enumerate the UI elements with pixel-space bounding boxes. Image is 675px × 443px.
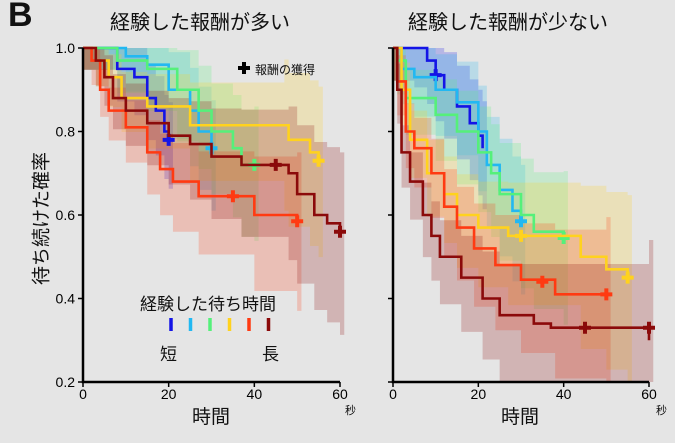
y-tick-label: 0.6: [56, 207, 76, 223]
survival-line-5: [393, 46, 651, 341]
ci-band-0: [393, 48, 487, 210]
left-x-axis-label: 時間: [192, 406, 231, 428]
reward-marker: [226, 190, 239, 203]
reward-marker: [621, 271, 634, 284]
survival-line-1: [393, 46, 523, 222]
reward-marker: [429, 69, 442, 82]
survival-line-2: [393, 46, 565, 238]
y-tick-label: 1.0: [56, 40, 76, 56]
ci-band-2: [393, 48, 568, 325]
x-tick-label: 40: [556, 386, 572, 402]
x-tick-label: 0: [79, 386, 87, 402]
reward-marker: [579, 321, 591, 334]
reward-marker: [557, 231, 570, 244]
legend-long-label: 長: [262, 345, 279, 365]
reward-marker: [162, 133, 175, 146]
reward-marker: [269, 158, 282, 171]
reward-marker: [536, 275, 549, 288]
ci-band-2: [83, 48, 259, 241]
reward-marker: [515, 215, 527, 228]
reward-legend-label: 報酬の獲得: [255, 63, 316, 77]
ci-band-4: [393, 48, 611, 382]
y-tick-label: 0.8: [56, 124, 76, 140]
reward-marker: [643, 321, 655, 334]
ci-band-0: [83, 48, 173, 189]
ci-band-3: [83, 48, 323, 258]
wait-legend-title: 経験した待ち時間: [140, 295, 276, 315]
ci-band-3: [393, 48, 632, 382]
y-axis-label: 待ち続けた確率: [30, 152, 53, 286]
ci-band-5: [393, 48, 654, 382]
y-tick-label: 0.2: [56, 374, 76, 390]
right-panel-title: 経験した報酬が少ない: [408, 10, 608, 34]
survival-line-2: [83, 46, 255, 167]
survival-line-4: [393, 46, 607, 296]
reward-marker: [515, 229, 527, 242]
x-tick-label: 40: [247, 386, 263, 402]
reward-marker: [334, 225, 346, 238]
reward-marker: [600, 288, 613, 301]
panel-0: 0.2 0.4 0.6 0.8 1.0 0 20 40 60: [56, 40, 348, 402]
x-tick-label: 20: [161, 386, 177, 402]
x-tick-label: 60: [641, 386, 657, 402]
x-tick-label: 20: [471, 386, 487, 402]
y-tick-label: 0.4: [56, 291, 76, 307]
right-x-axis-label: 時間: [501, 406, 540, 428]
panel-1: 0 20 40 60: [388, 46, 657, 402]
reward-marker: [312, 154, 325, 167]
panel-letter: B: [8, 0, 33, 34]
reward-legend-marker: [238, 62, 250, 74]
x-tick-label: 0: [389, 386, 397, 402]
x-tick-label: 60: [332, 386, 348, 402]
left-panel-title: 経験した報酬が多い: [110, 10, 290, 34]
survival-line-1: [83, 46, 213, 149]
left-x-unit: 秒: [345, 404, 356, 417]
right-x-unit: 秒: [656, 404, 667, 417]
legend-short-label: 短: [160, 345, 177, 365]
survival-line-3: [83, 46, 320, 161]
reward-marker: [291, 215, 304, 228]
survival-line-5: [83, 46, 342, 232]
ci-band-4: [83, 48, 302, 311]
ci-band-1: [393, 48, 526, 295]
